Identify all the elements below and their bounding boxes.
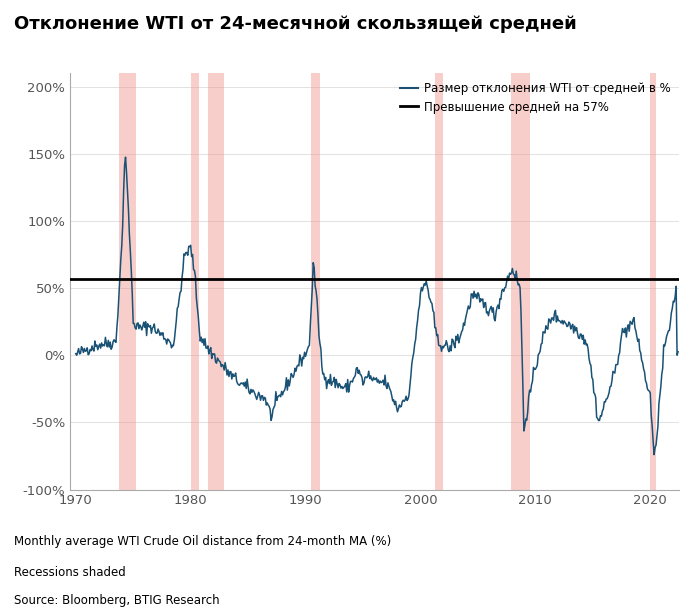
Text: Отклонение WTI от 24-месячной скользящей средней: Отклонение WTI от 24-месячной скользящей… [14, 15, 577, 33]
Bar [435, 73, 442, 490]
Bar [190, 73, 199, 490]
Text: Monthly average WTI Crude Oil distance from 24-month MA (%): Monthly average WTI Crude Oil distance f… [14, 536, 391, 548]
Bar [312, 73, 320, 490]
Text: Recessions shaded: Recessions shaded [14, 566, 126, 579]
Bar [208, 73, 224, 490]
Bar [512, 73, 530, 490]
Bar [650, 73, 656, 490]
Bar [119, 73, 136, 490]
Legend: Размер отклонения WTI от средней в %, Превышение средней на 57%: Размер отклонения WTI от средней в %, Пр… [395, 77, 676, 118]
Text: Source: Bloomberg, BTIG Research: Source: Bloomberg, BTIG Research [14, 594, 220, 606]
